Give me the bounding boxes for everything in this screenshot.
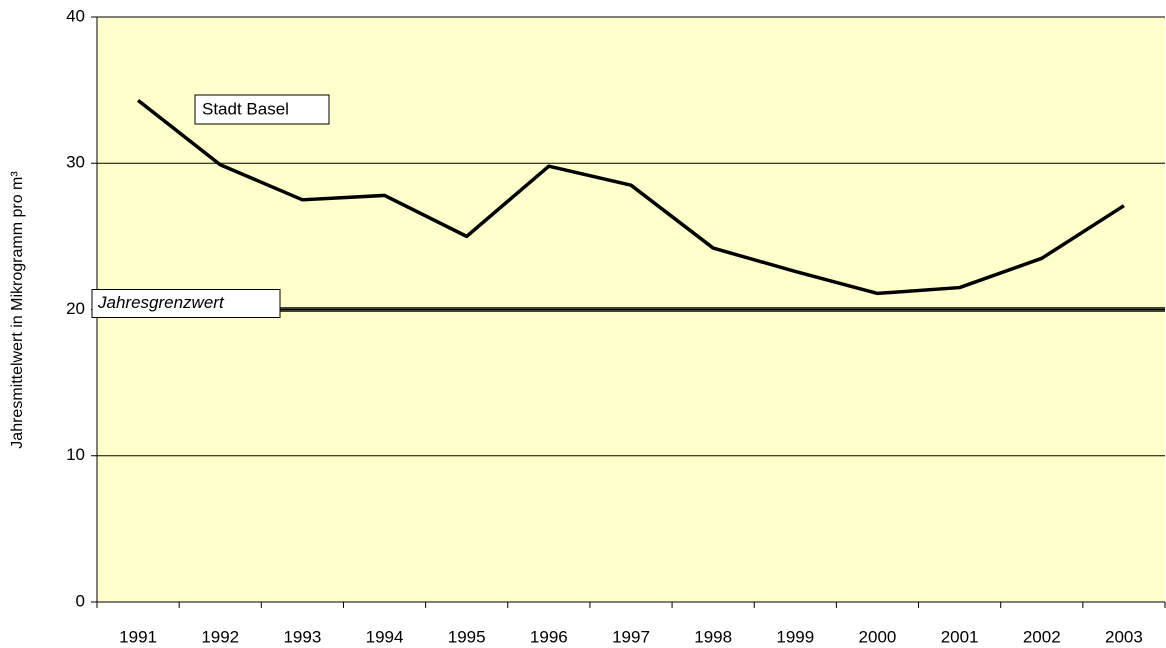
y-tick-label: 0	[76, 591, 85, 610]
x-tick-label: 1995	[448, 627, 486, 646]
x-tick-label: 2001	[941, 627, 979, 646]
y-axis-label: Jahresmittelwert in Mikrogramm pro m³	[9, 171, 26, 449]
x-tick-label: 1994	[366, 627, 404, 646]
x-tick-label: 1997	[612, 627, 650, 646]
x-tick-label: 1991	[119, 627, 157, 646]
y-tick-label: 40	[66, 6, 85, 25]
x-tick-label: 2002	[1023, 627, 1061, 646]
x-tick-label: 1992	[201, 627, 239, 646]
x-tick-label: 2003	[1105, 627, 1143, 646]
reference-label: Jahresgrenzwert	[97, 293, 225, 312]
series-label: Stadt Basel	[202, 99, 289, 118]
y-tick-label: 10	[66, 445, 85, 464]
y-tick-label: 30	[66, 153, 85, 172]
x-tick-label: 2000	[859, 627, 897, 646]
series-label-box	[194, 94, 330, 125]
series-line	[136, 98, 1125, 296]
y-tick-label: 20	[66, 299, 85, 318]
x-tick-label: 1996	[530, 627, 568, 646]
x-tick-label: 1999	[776, 627, 814, 646]
x-tick-label: 1993	[283, 627, 321, 646]
x-tick-label: 1998	[694, 627, 732, 646]
reference-label-box	[91, 289, 281, 318]
